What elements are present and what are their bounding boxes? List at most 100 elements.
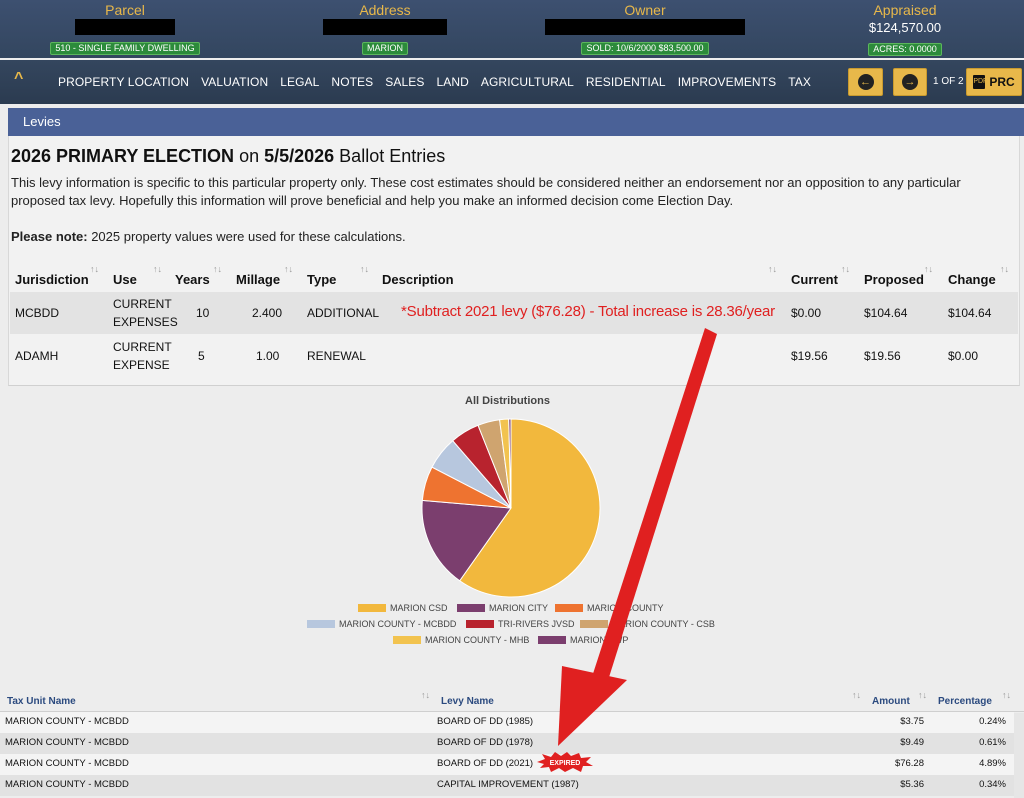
col-description[interactable]: Description — [382, 272, 454, 287]
legend-item[interactable]: MARION COUNTY - MCBDD — [307, 619, 456, 629]
section-nav: ^ PROPERTY LOCATION VALUATION LEGAL NOTE… — [0, 60, 1024, 104]
col-change[interactable]: Change — [948, 272, 996, 287]
table-row[interactable]: MARION COUNTY - MCBDD BOARD OF DD (1985)… — [0, 712, 1014, 733]
legend-item[interactable]: MARION CITY — [457, 603, 548, 613]
next-record-button[interactable]: → — [893, 68, 927, 96]
col-millage[interactable]: Millage — [236, 272, 281, 287]
sort-icon[interactable]: ↑↓ — [1000, 264, 1009, 274]
prc-label: PRC — [989, 75, 1015, 89]
parcel-label: Parcel — [105, 2, 145, 18]
nav-sales[interactable]: SALES — [385, 75, 425, 89]
prc-button[interactable]: PDF PRC — [966, 68, 1022, 96]
col-current[interactable]: Current — [791, 272, 838, 287]
nav-residential[interactable]: RESIDENTIAL — [585, 75, 666, 89]
levy-row — [10, 292, 1018, 334]
sort-icon[interactable]: ↑↓ — [918, 690, 927, 700]
levy-proposed: $104.64 — [864, 306, 908, 320]
levy-disclaimer: This levy information is specific to thi… — [11, 175, 961, 208]
col-tax-unit-name[interactable]: Tax Unit Name — [7, 696, 76, 707]
pie-slice-marion-city[interactable] — [421, 499, 512, 582]
levy-years: 5 — [198, 349, 205, 363]
table-row[interactable]: MARION COUNTY - MCBDD CAPITAL IMPROVEMEN… — [0, 775, 1014, 796]
legend-swatch — [466, 620, 494, 628]
legend-item[interactable]: MARION TWP — [538, 635, 628, 645]
legend-swatch — [457, 604, 485, 612]
legend-item[interactable]: MARION COUNTY — [555, 603, 664, 613]
amount-cell: $5.36 — [900, 779, 924, 790]
sort-icon[interactable]: ↑↓ — [213, 264, 222, 274]
levy-name-cell: CAPITAL IMPROVEMENT (1987) — [437, 779, 579, 790]
sort-icon[interactable]: ↑↓ — [924, 264, 933, 274]
owner-column: Owner SOLD: 10/6/2000 $83,500.00 — [540, 2, 750, 56]
levy-change: $0.00 — [948, 349, 979, 363]
sort-icon[interactable]: ↑↓ — [284, 264, 293, 274]
col-levy-name[interactable]: Levy Name — [441, 696, 494, 707]
percentage-cell: 0.34% — [979, 779, 1006, 790]
city-badge: MARION — [362, 42, 408, 55]
owner-label: Owner — [624, 2, 666, 18]
legend-swatch — [358, 604, 386, 612]
legend-label: MARION COUNTY — [587, 603, 664, 613]
election-title: 2026 PRIMARY ELECTION on 5/5/2026 Ballot… — [11, 145, 445, 167]
col-amount[interactable]: Amount — [872, 696, 910, 707]
legend-swatch — [393, 636, 421, 644]
previous-record-button[interactable]: ← — [848, 68, 883, 96]
legend-label: MARION COUNTY - MHB — [425, 635, 530, 645]
nav-legal[interactable]: LEGAL — [280, 75, 320, 89]
starburst-shape — [537, 752, 593, 772]
nav-land[interactable]: LAND — [436, 75, 469, 89]
sort-icon[interactable]: ↑↓ — [153, 264, 162, 274]
legend-label: MARION CITY — [489, 603, 549, 613]
legend-item[interactable]: MARION CSD — [358, 603, 448, 613]
note-text: 2025 property values were used for these… — [87, 229, 406, 244]
legend-item[interactable]: MARION COUNTY - MHB — [393, 635, 529, 645]
table-divider — [0, 711, 1024, 712]
collapse-chevron-up-icon[interactable]: ^ — [14, 70, 24, 87]
nav-improvements[interactable]: IMPROVEMENTS — [677, 75, 777, 89]
address-column: Address MARION — [320, 2, 450, 56]
nav-valuation[interactable]: VALUATION — [201, 75, 269, 89]
nav-agricultural[interactable]: AGRICULTURAL — [480, 75, 574, 89]
tax-unit-cell: MARION COUNTY - MCBDD — [5, 758, 129, 769]
acres-badge: ACRES: 0.0000 — [868, 43, 942, 56]
nav-property-location[interactable]: PROPERTY LOCATION — [58, 75, 190, 89]
sort-icon[interactable]: ↑↓ — [852, 690, 861, 700]
legend-item[interactable]: TRI-RIVERS JVSD — [466, 619, 575, 629]
levy-use: EXPENSES — [113, 315, 178, 329]
percentage-cell: 0.61% — [979, 737, 1006, 748]
table-row[interactable]: MARION COUNTY - MCBDD BOARD OF DD (2021)… — [0, 754, 1014, 775]
nav-tax[interactable]: TAX — [788, 75, 811, 89]
sort-icon[interactable]: ↑↓ — [768, 264, 777, 274]
levies-section-header[interactable]: Levies — [8, 108, 1024, 136]
sold-badge: SOLD: 10/6/2000 $83,500.00 — [581, 42, 709, 55]
sort-icon[interactable]: ↑↓ — [90, 264, 99, 274]
col-jurisdiction[interactable]: Jurisdiction — [15, 272, 89, 287]
legend-swatch — [538, 636, 566, 644]
table-scrollbar[interactable] — [1014, 713, 1024, 798]
pie-slice-marion-twp[interactable] — [508, 418, 512, 509]
appraised-label: Appraised — [873, 2, 937, 18]
col-use[interactable]: Use — [113, 272, 137, 287]
col-type[interactable]: Type — [307, 272, 337, 287]
sort-icon[interactable]: ↑↓ — [421, 690, 430, 700]
legend-item[interactable]: MARION COUNTY - CSB — [580, 619, 715, 629]
pdf-icon: PDF — [973, 75, 987, 89]
tax-unit-cell: MARION COUNTY - MCBDD — [5, 779, 129, 790]
table-row[interactable]: MARION COUNTY - MCBDD BOARD OF DD (1978)… — [0, 733, 1014, 754]
sort-icon[interactable]: ↑↓ — [841, 264, 850, 274]
legend-swatch — [580, 620, 608, 628]
property-header: Parcel 510 - SINGLE FAMILY DWELLING Addr… — [0, 0, 1024, 58]
col-percentage[interactable]: Percentage — [938, 696, 992, 707]
levy-type: ADDITIONAL — [307, 306, 380, 320]
nav-notes[interactable]: NOTES — [331, 75, 374, 89]
col-proposed[interactable]: Proposed — [864, 272, 924, 287]
note-label: Please note: — [11, 229, 88, 244]
col-years[interactable]: Years — [175, 272, 210, 287]
levy-years: 10 — [196, 306, 210, 320]
levies-panel — [8, 136, 1020, 386]
address-label: Address — [359, 2, 411, 18]
election-date: 5/5/2026 — [264, 146, 335, 166]
sort-icon[interactable]: ↑↓ — [1002, 690, 1011, 700]
sort-icon[interactable]: ↑↓ — [360, 264, 369, 274]
